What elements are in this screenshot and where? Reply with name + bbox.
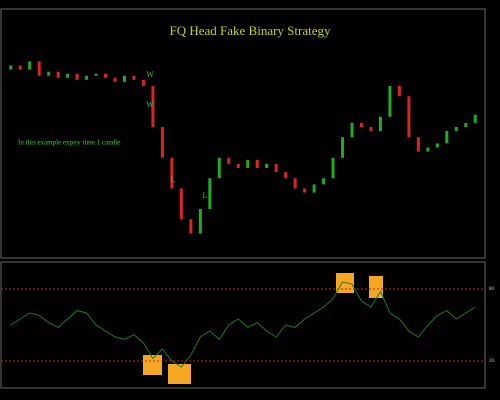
- candle: [56, 71, 60, 78]
- signal-label: W: [146, 70, 154, 79]
- candle: [378, 116, 382, 132]
- candle: [179, 188, 183, 220]
- price-pane: [0, 8, 486, 259]
- candle: [473, 114, 477, 123]
- candle: [274, 163, 278, 173]
- candle: [66, 73, 70, 78]
- candle: [217, 157, 221, 179]
- signal-box: [336, 273, 354, 293]
- level-label: 20: [489, 359, 495, 364]
- candle: [284, 172, 288, 179]
- candle: [312, 184, 316, 193]
- candle: [37, 61, 41, 76]
- candle: [132, 75, 136, 80]
- candle: [416, 137, 420, 152]
- candle: [170, 157, 174, 189]
- candle: [341, 137, 345, 158]
- candle: [255, 159, 259, 168]
- signal-box: [143, 355, 162, 375]
- candle: [18, 65, 22, 70]
- signal-label: W: [146, 100, 154, 109]
- candle: [141, 79, 145, 86]
- candle: [397, 86, 401, 97]
- level-label: 80: [489, 287, 495, 292]
- candle: [198, 209, 202, 234]
- candle: [454, 127, 458, 132]
- candle: [236, 163, 240, 168]
- candle: [160, 127, 164, 158]
- candle: [293, 178, 297, 189]
- candle: [426, 147, 430, 152]
- candle: [360, 122, 363, 127]
- signal-box: [369, 276, 383, 298]
- candle: [104, 73, 108, 78]
- signal-boxes: [143, 273, 383, 384]
- candle: [9, 65, 13, 70]
- candle: [94, 73, 98, 76]
- candle: [113, 77, 117, 82]
- annotation: In this example expiry time 1 candle: [18, 139, 120, 147]
- signal-box: [168, 364, 191, 384]
- candle: [123, 75, 126, 82]
- candle: [28, 61, 32, 70]
- candle: [189, 219, 193, 234]
- candle: [331, 157, 335, 179]
- candle: [208, 178, 212, 209]
- chart-title: FQ Head Fake Binary Strategy: [169, 23, 331, 38]
- signal-label: L: [171, 175, 176, 184]
- candle: [322, 178, 326, 185]
- candle: [407, 96, 411, 138]
- candle: [445, 131, 449, 144]
- candle: [369, 127, 373, 132]
- candle: [227, 157, 231, 164]
- candle: [246, 159, 250, 168]
- candle: [464, 122, 468, 127]
- candle: [151, 86, 155, 127]
- signal-label: L: [203, 191, 208, 200]
- candle: [75, 73, 79, 80]
- candle: [265, 163, 269, 168]
- candle: [303, 188, 307, 193]
- candle: [388, 86, 392, 117]
- candle: [350, 122, 354, 138]
- candle: [47, 71, 51, 76]
- candle: [435, 143, 439, 148]
- oscillator-line: [10, 281, 476, 368]
- candle: [85, 75, 89, 80]
- oscillator-pane: [0, 261, 486, 389]
